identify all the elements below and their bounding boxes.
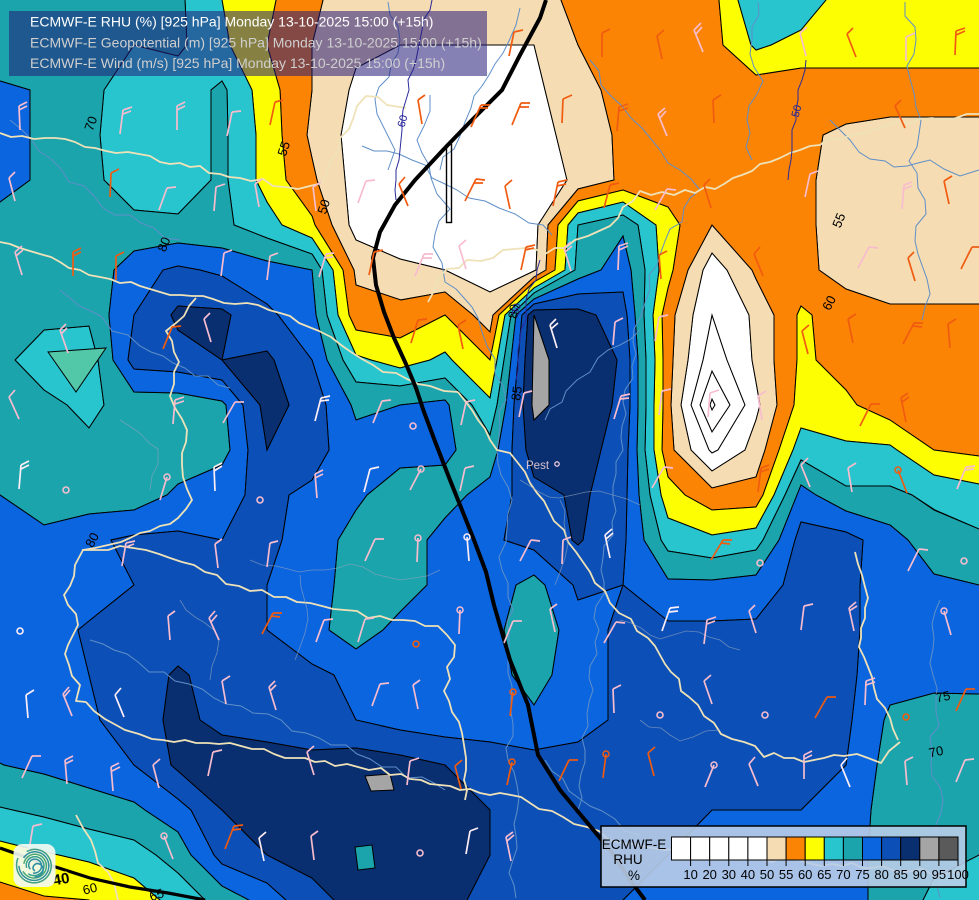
svg-text:70: 70 (927, 743, 944, 761)
svg-text:60: 60 (81, 880, 99, 898)
svg-text:60: 60 (396, 114, 411, 129)
svg-text:55: 55 (779, 867, 793, 882)
svg-text:RHU: RHU (613, 852, 642, 867)
svg-text:50: 50 (314, 197, 333, 215)
svg-text:85: 85 (508, 385, 525, 401)
svg-text:80: 80 (82, 530, 102, 550)
svg-text:30: 30 (510, 302, 524, 316)
svg-text:60: 60 (819, 293, 839, 313)
svg-text:70: 70 (836, 867, 850, 882)
svg-text:90: 90 (913, 867, 927, 882)
svg-text:70: 70 (81, 114, 100, 133)
svg-text:20: 20 (702, 867, 716, 882)
svg-text:Pest: Pest (526, 460, 550, 472)
svg-text:40: 40 (52, 870, 71, 890)
svg-text:95: 95 (932, 867, 946, 882)
svg-text:55: 55 (274, 139, 293, 157)
svg-text:80: 80 (154, 235, 173, 254)
svg-text:ECMWF-E Geopotential (m) [925: ECMWF-E Geopotential (m) [925 hPa] Monda… (30, 35, 482, 51)
svg-text:100: 100 (947, 867, 969, 882)
svg-text:65: 65 (817, 867, 831, 882)
svg-text:10: 10 (683, 867, 697, 882)
svg-text:ECMWF-E RHU (%) [925 hPa] Mond: ECMWF-E RHU (%) [925 hPa] Monday 13-10-2… (30, 14, 433, 30)
svg-text:ECMWF-E: ECMWF-E (602, 837, 667, 852)
svg-text:80: 80 (874, 867, 888, 882)
svg-text:60: 60 (798, 867, 812, 882)
svg-text:75: 75 (934, 688, 951, 706)
svg-text:55: 55 (829, 211, 848, 230)
svg-text:75: 75 (855, 867, 869, 882)
svg-text:ECMWF-E Wind (m/s) [925 hPa] M: ECMWF-E Wind (m/s) [925 hPa] Monday 13-1… (30, 55, 445, 71)
svg-text:65: 65 (147, 885, 165, 900)
svg-text:50: 50 (760, 867, 774, 882)
svg-text:40: 40 (741, 867, 755, 882)
svg-text:85: 85 (893, 867, 907, 882)
svg-text:%: % (628, 868, 640, 883)
svg-text:30: 30 (722, 867, 736, 882)
svg-text:50: 50 (790, 104, 805, 119)
svg-text:80: 80 (505, 303, 522, 319)
